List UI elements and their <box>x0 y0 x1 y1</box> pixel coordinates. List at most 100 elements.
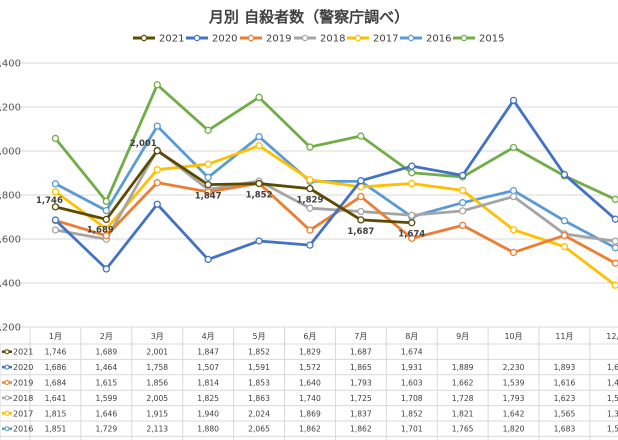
table-row: 2017 1,815 1,646 1,915 1,940 2,024 1,869 1,837 1… <box>2 409 618 418</box>
table-cell: 1,684 <box>45 379 67 388</box>
legend-marker <box>301 34 309 42</box>
data-point <box>204 160 212 168</box>
data-label: 2,001 <box>130 139 157 149</box>
series-line <box>55 149 412 225</box>
data-point <box>51 226 60 234</box>
data-point <box>306 226 314 234</box>
table-cell: 2,024 <box>248 409 270 418</box>
data-point <box>458 171 467 180</box>
data-point <box>255 133 263 141</box>
y-tick-label: 2,200 <box>0 103 21 114</box>
table-cell: 1,869 <box>299 409 321 418</box>
table-row-marker <box>4 380 10 385</box>
table-cell: 1,689 <box>95 348 117 357</box>
data-point <box>611 195 618 204</box>
series-line <box>55 148 616 243</box>
legend-entry: 2016 <box>426 34 451 45</box>
table-header-cell: 7月 <box>354 332 367 341</box>
table-cell: 1,825 <box>197 394 219 403</box>
table-cell: 1,820 <box>503 425 525 434</box>
table-cell: 1,829 <box>299 348 321 357</box>
table-cell: 1,642 <box>503 409 525 418</box>
table-cell: 1,852 <box>248 348 270 357</box>
data-point <box>611 215 618 223</box>
table-cell: 1,728 <box>452 394 474 403</box>
table-cell: 1,641 <box>45 394 67 403</box>
series-2021 <box>51 147 416 227</box>
table-cell: 1,539 <box>503 379 525 388</box>
data-label: 1,687 <box>347 227 374 237</box>
data-point <box>408 211 416 219</box>
y-tick-label: 2,000 <box>0 147 21 158</box>
table-row-label: 2021 <box>13 348 33 357</box>
table-row-marker <box>4 426 10 432</box>
data-point <box>153 166 161 174</box>
data-point <box>102 265 110 273</box>
table-cell: 1,814 <box>197 379 219 388</box>
table-cell: 1,863 <box>248 394 270 403</box>
data-point <box>509 186 518 195</box>
y-axis: 1,200 1,400 1,600 1,800 2,000 2,200 2,400 <box>0 59 21 334</box>
data-point <box>255 237 263 245</box>
legend-entry: 2021 <box>159 34 184 45</box>
table-cell: 1,847 <box>197 348 219 357</box>
data-point <box>560 217 569 225</box>
series-lines <box>51 81 618 289</box>
data-label: 1,689 <box>87 225 114 235</box>
data-point <box>357 132 365 140</box>
table-cell: 1,507 <box>197 363 219 372</box>
legend-marker <box>247 34 255 42</box>
y-tick-label: 1,200 <box>0 323 21 334</box>
data-point <box>102 197 110 206</box>
table-row-label: 2016 <box>13 425 33 434</box>
table-header-cell: 8月 <box>405 332 418 341</box>
table-cell: 1,565 <box>554 409 576 418</box>
data-point <box>611 237 618 245</box>
table-cell: 1,662 <box>452 379 474 388</box>
table-header-cell: 3月 <box>151 332 164 341</box>
data-point <box>51 203 60 211</box>
table-row-marker <box>4 349 10 355</box>
data-label: 1,829 <box>297 196 324 206</box>
table-cell: 2,001 <box>146 348 168 357</box>
chart-title: 月別 自殺者数（警察庁調べ） <box>208 8 409 26</box>
table-cell: 1,765 <box>452 425 474 434</box>
table-cell: 1,686 <box>45 363 67 372</box>
table-header-cell: 11月 <box>555 332 573 341</box>
table-cell: 1,464 <box>95 363 117 372</box>
data-point <box>306 143 314 151</box>
table-header-cell: 4月 <box>202 332 215 341</box>
table-row-label: 2020 <box>13 363 33 372</box>
y-tick-label: 2,400 <box>0 59 21 70</box>
table-cell: 2,065 <box>248 425 270 434</box>
table-row: 2019 1,684 1,615 1,856 1,814 1,853 1,640 1,793 1… <box>2 379 618 388</box>
table-cell: 1,39 <box>607 409 618 418</box>
data-point <box>204 173 212 182</box>
data-point <box>408 179 416 188</box>
table-cell: 1,701 <box>401 425 423 434</box>
legend-marker <box>460 34 468 42</box>
series-2020 <box>51 96 618 273</box>
table-row-label: 2019 <box>13 379 33 388</box>
data-point <box>408 169 416 177</box>
data-point <box>357 177 365 185</box>
data-point <box>306 204 314 212</box>
table-cell: 1,687 <box>350 348 372 357</box>
table-cell: 1,862 <box>350 425 372 434</box>
data-point <box>306 241 314 249</box>
table-cell: 1,837 <box>350 409 372 418</box>
data-point <box>153 81 161 89</box>
table-cell: 1,793 <box>350 379 372 388</box>
table-cell: 1,852 <box>401 409 423 418</box>
data-point <box>458 186 467 195</box>
data-point <box>306 184 314 193</box>
table-cell: 2,005 <box>146 394 168 403</box>
data-point <box>509 192 518 201</box>
series-line <box>54 144 617 287</box>
data-point <box>611 259 618 267</box>
table-cell: 1,862 <box>299 425 321 434</box>
y-tick-label: 1,800 <box>0 191 21 202</box>
table-cell: 1,793 <box>503 394 525 403</box>
table-cell: 1,815 <box>45 409 67 418</box>
